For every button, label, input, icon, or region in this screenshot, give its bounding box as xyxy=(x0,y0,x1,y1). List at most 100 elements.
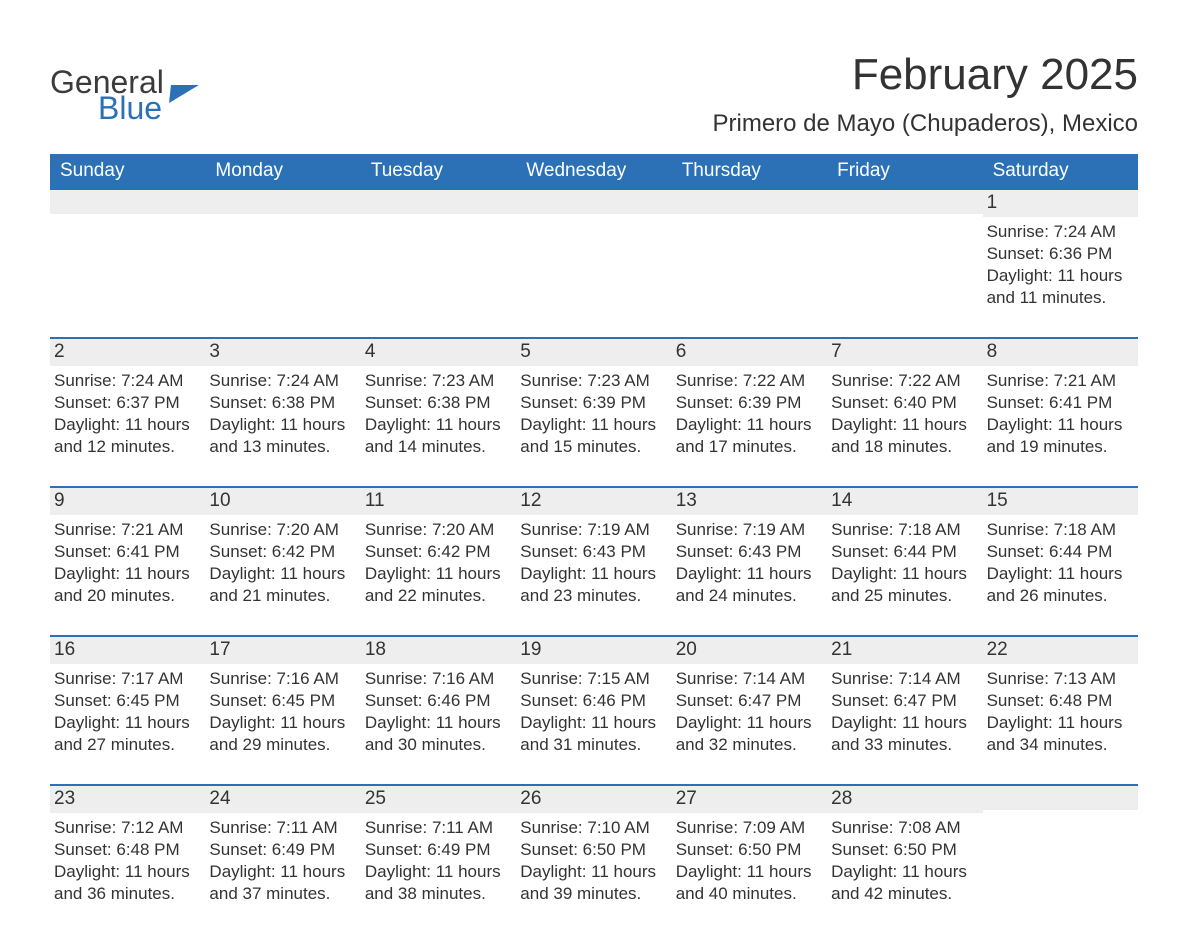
day-number-row xyxy=(50,190,205,214)
info-value: 7:17 AM xyxy=(121,669,183,688)
day-cell: 16Sunrise: 7:17 AMSunset: 6:45 PMDayligh… xyxy=(50,637,205,784)
info-value: 6:48 PM xyxy=(1049,691,1112,710)
day-cell: 6Sunrise: 7:22 AMSunset: 6:39 PMDaylight… xyxy=(672,339,827,486)
day-cell: 14Sunrise: 7:18 AMSunset: 6:44 PMDayligh… xyxy=(827,488,982,635)
info-value: 7:24 AM xyxy=(277,371,339,390)
day-info-line: Daylight: 11 hours and 24 minutes. xyxy=(676,563,817,607)
info-value: 6:39 PM xyxy=(738,393,801,412)
info-value: 6:50 PM xyxy=(738,840,801,859)
day-info-line: Sunrise: 7:23 AM xyxy=(520,370,661,392)
day-number-row xyxy=(361,190,516,214)
day-number: 28 xyxy=(831,788,852,809)
day-number: 8 xyxy=(987,341,998,362)
info-value: 6:45 PM xyxy=(272,691,335,710)
info-label: Daylight: xyxy=(54,564,125,583)
info-value: 6:45 PM xyxy=(116,691,179,710)
info-label: Daylight: xyxy=(831,564,902,583)
info-value: 6:43 PM xyxy=(738,542,801,561)
info-label: Sunset: xyxy=(520,691,582,710)
day-info-line: Sunset: 6:47 PM xyxy=(676,690,817,712)
day-info-line: Sunrise: 7:18 AM xyxy=(987,519,1128,541)
day-cell: 22Sunrise: 7:13 AMSunset: 6:48 PMDayligh… xyxy=(983,637,1138,784)
day-cell xyxy=(50,190,205,337)
info-label: Daylight: xyxy=(987,266,1058,285)
day-info-line: Daylight: 11 hours and 26 minutes. xyxy=(987,563,1128,607)
info-value: 6:44 PM xyxy=(894,542,957,561)
info-value: 7:19 AM xyxy=(743,520,805,539)
day-info-line: Sunrise: 7:24 AM xyxy=(54,370,195,392)
info-label: Sunrise: xyxy=(831,371,898,390)
info-label: Sunset: xyxy=(676,542,738,561)
info-value: 7:15 AM xyxy=(587,669,649,688)
day-info-line: Sunset: 6:42 PM xyxy=(209,541,350,563)
day-number: 25 xyxy=(365,788,386,809)
day-number-row: 25 xyxy=(361,786,516,813)
day-cell: 12Sunrise: 7:19 AMSunset: 6:43 PMDayligh… xyxy=(516,488,671,635)
day-info-line: Sunrise: 7:11 AM xyxy=(365,817,506,839)
day-number: 27 xyxy=(676,788,697,809)
day-cell: 23Sunrise: 7:12 AMSunset: 6:48 PMDayligh… xyxy=(50,786,205,933)
info-value: 6:43 PM xyxy=(583,542,646,561)
info-label: Sunset: xyxy=(54,840,116,859)
day-info-line: Sunset: 6:39 PM xyxy=(676,392,817,414)
day-info-line: Daylight: 11 hours and 40 minutes. xyxy=(676,861,817,905)
day-info-line: Daylight: 11 hours and 42 minutes. xyxy=(831,861,972,905)
info-label: Daylight: xyxy=(831,713,902,732)
day-number-row: 13 xyxy=(672,488,827,515)
days-of-week-header: SundayMondayTuesdayWednesdayThursdayFrid… xyxy=(50,154,1138,188)
day-cell: 15Sunrise: 7:18 AMSunset: 6:44 PMDayligh… xyxy=(983,488,1138,635)
info-label: Daylight: xyxy=(520,862,591,881)
info-label: Sunrise: xyxy=(676,818,743,837)
day-info-line: Sunset: 6:43 PM xyxy=(520,541,661,563)
day-info-line: Daylight: 11 hours and 23 minutes. xyxy=(520,563,661,607)
day-number-row: 7 xyxy=(827,339,982,366)
day-number-row: 14 xyxy=(827,488,982,515)
day-number: 4 xyxy=(365,341,376,362)
info-value: 7:19 AM xyxy=(587,520,649,539)
day-number: 16 xyxy=(54,639,75,660)
day-number-row: 21 xyxy=(827,637,982,664)
info-value: 6:46 PM xyxy=(583,691,646,710)
info-label: Daylight: xyxy=(209,415,280,434)
day-info-line: Sunrise: 7:10 AM xyxy=(520,817,661,839)
info-value: 6:49 PM xyxy=(272,840,335,859)
day-info-line: Sunrise: 7:16 AM xyxy=(209,668,350,690)
day-number-row: 23 xyxy=(50,786,205,813)
calendar-grid: 1Sunrise: 7:24 AMSunset: 6:36 PMDaylight… xyxy=(50,188,1138,933)
day-info-line: Sunrise: 7:09 AM xyxy=(676,817,817,839)
info-label: Sunrise: xyxy=(831,520,898,539)
day-info-line: Sunset: 6:38 PM xyxy=(209,392,350,414)
day-cell: 20Sunrise: 7:14 AMSunset: 6:47 PMDayligh… xyxy=(672,637,827,784)
info-label: Sunset: xyxy=(54,393,116,412)
day-info-line: Daylight: 11 hours and 21 minutes. xyxy=(209,563,350,607)
day-number-row: 27 xyxy=(672,786,827,813)
info-label: Sunset: xyxy=(54,542,116,561)
info-label: Daylight: xyxy=(54,862,125,881)
info-label: Sunset: xyxy=(520,840,582,859)
day-cell xyxy=(983,786,1138,933)
day-info-line: Daylight: 11 hours and 29 minutes. xyxy=(209,712,350,756)
day-number-row xyxy=(672,190,827,214)
day-info-line: Sunset: 6:43 PM xyxy=(676,541,817,563)
day-number: 1 xyxy=(987,192,998,213)
day-info-line: Sunrise: 7:14 AM xyxy=(676,668,817,690)
info-value: 7:08 AM xyxy=(898,818,960,837)
day-number-row: 12 xyxy=(516,488,671,515)
day-cell xyxy=(516,190,671,337)
day-info-line: Daylight: 11 hours and 27 minutes. xyxy=(54,712,195,756)
day-number: 7 xyxy=(831,341,842,362)
day-cell: 5Sunrise: 7:23 AMSunset: 6:39 PMDaylight… xyxy=(516,339,671,486)
day-cell: 3Sunrise: 7:24 AMSunset: 6:38 PMDaylight… xyxy=(205,339,360,486)
info-label: Sunrise: xyxy=(54,371,121,390)
info-value: 7:12 AM xyxy=(121,818,183,837)
info-label: Sunset: xyxy=(520,393,582,412)
info-label: Sunrise: xyxy=(987,222,1054,241)
info-value: 7:20 AM xyxy=(432,520,494,539)
day-cell xyxy=(827,190,982,337)
day-info-line: Sunrise: 7:13 AM xyxy=(987,668,1128,690)
info-label: Sunset: xyxy=(365,691,427,710)
day-info-line: Daylight: 11 hours and 14 minutes. xyxy=(365,414,506,458)
info-label: Sunset: xyxy=(831,691,893,710)
day-info-line: Daylight: 11 hours and 38 minutes. xyxy=(365,861,506,905)
info-value: 6:38 PM xyxy=(272,393,335,412)
